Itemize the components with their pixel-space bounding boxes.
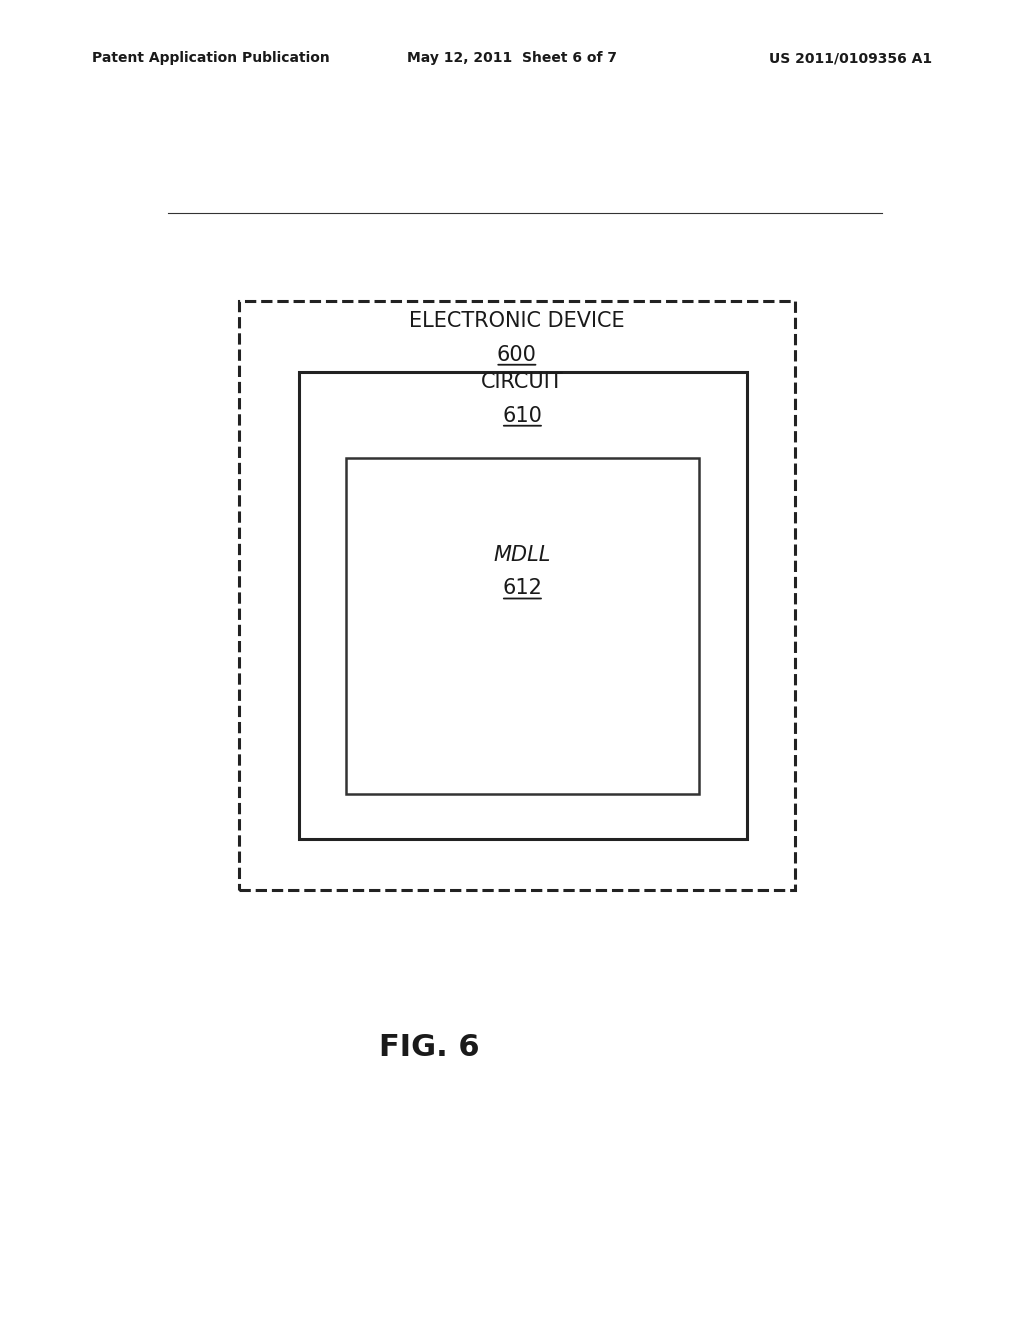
Text: 612: 612 — [503, 578, 543, 598]
Text: MDLL: MDLL — [494, 545, 551, 565]
Text: US 2011/0109356 A1: US 2011/0109356 A1 — [769, 51, 932, 65]
Text: 610: 610 — [503, 405, 543, 425]
Text: May 12, 2011  Sheet 6 of 7: May 12, 2011 Sheet 6 of 7 — [407, 51, 617, 65]
Text: FIG. 6: FIG. 6 — [379, 1034, 480, 1063]
Text: ELECTRONIC DEVICE: ELECTRONIC DEVICE — [409, 312, 625, 331]
Text: CIRCUIT: CIRCUIT — [481, 372, 564, 392]
Text: 600: 600 — [497, 345, 537, 364]
Text: Patent Application Publication: Patent Application Publication — [92, 51, 330, 65]
